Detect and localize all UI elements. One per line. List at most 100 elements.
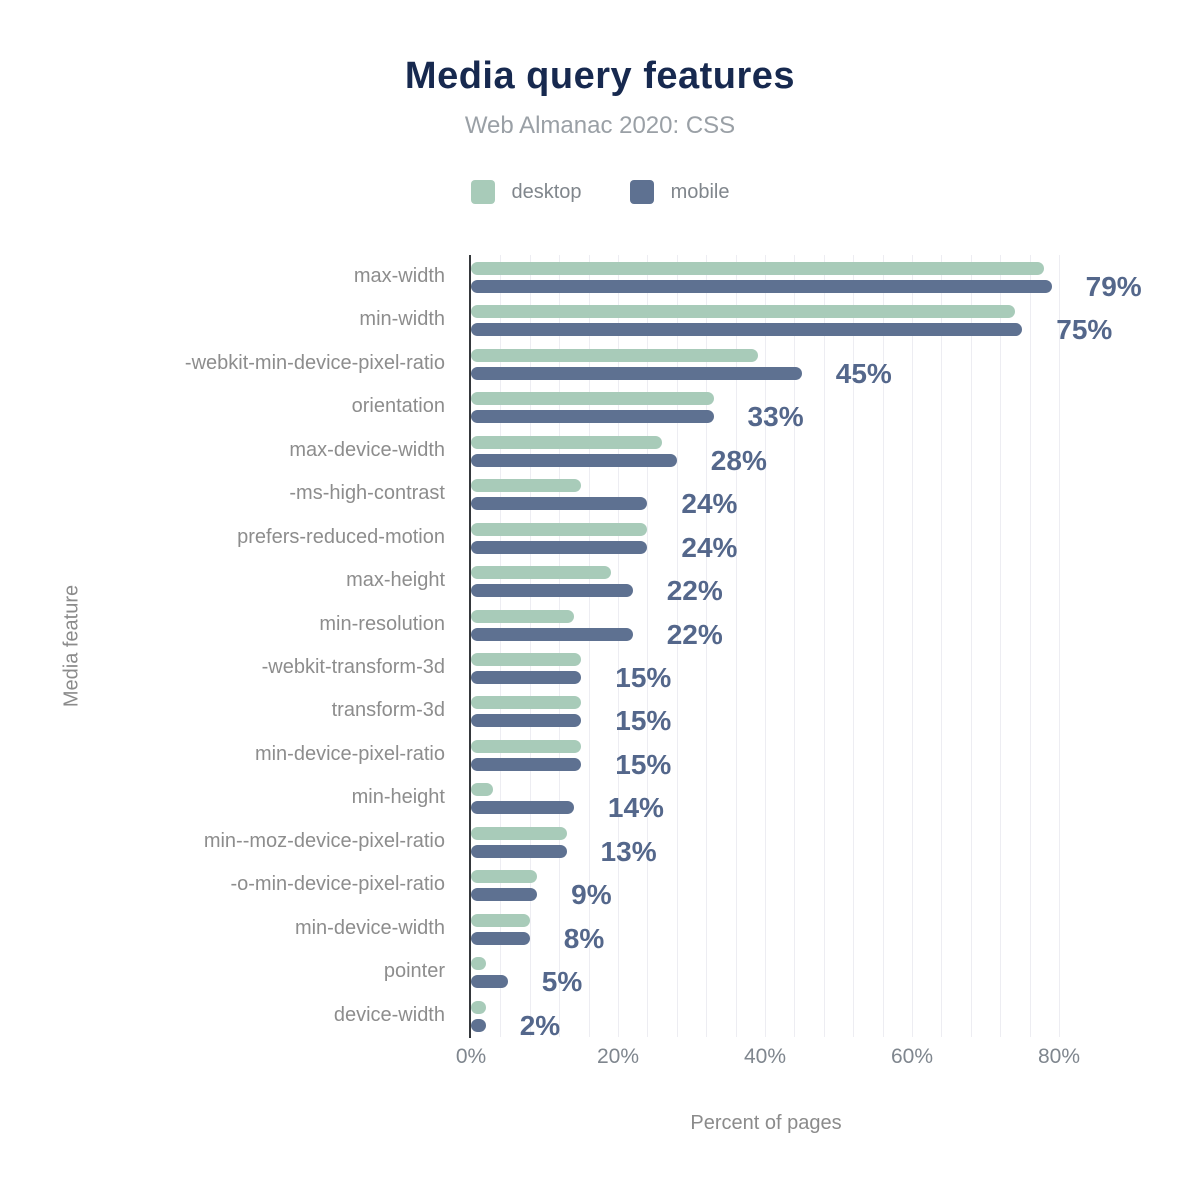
chart-row: 79% [471,255,1167,301]
category-label: -webkit-min-device-pixel-ratio [184,351,445,374]
bar-mobile [471,627,633,641]
bar-desktop [471,870,538,884]
gridline [706,255,708,1037]
category-label: max-width [353,265,445,287]
bar-mobile [471,671,582,684]
chart-row: 2% [471,994,1167,1041]
value-label: 15% [615,662,672,693]
value-label: 75% [1056,314,1113,346]
bar-mobile [471,888,538,902]
x-tick-label: 20% [596,1045,640,1068]
value-label: 8% [563,922,605,954]
chart-row: 15% [471,646,1167,693]
bar-desktop [471,392,714,406]
bar-mobile [471,931,530,945]
value-label: 24% [681,488,738,520]
category-label: min-device-width [294,916,445,939]
gridline [1059,255,1060,1037]
legend: desktop mobile [0,180,1200,204]
bar-mobile [471,1018,486,1032]
x-axis-title: Percent of pages [690,1112,842,1134]
bar-mobile [471,280,1052,293]
category-label: device-width [333,1003,445,1026]
gridline [882,255,884,1037]
chart-row: 15% [471,733,1167,780]
category-label: min-width [359,308,445,331]
legend-label-mobile: mobile [670,180,730,203]
bar-desktop [471,566,611,580]
chart-row: 45% [471,342,1167,389]
category-label: -o-min-device-pixel-ratio [230,873,445,896]
y-axis-line [469,255,471,1038]
bar-desktop [471,609,574,623]
category-label: prefers-reduced-motion [237,525,445,548]
legend-label-desktop: desktop [511,180,582,203]
value-label: 15% [615,705,672,737]
value-label: 22% [666,618,723,650]
value-label: 2% [519,1009,561,1041]
category-label: min--moz-device-pixel-ratio [203,829,445,852]
x-axis-ticks: 0% 20% 40% 60% 80% [456,1045,1167,1073]
bar-desktop [471,1000,486,1014]
gridline [618,255,619,1037]
category-label: pointer [383,960,445,983]
bar-desktop [471,826,567,840]
chart-row: 15% [471,689,1167,737]
bar-mobile [471,453,677,467]
bar-desktop [471,696,582,710]
bar-desktop [471,262,1045,275]
bar-mobile [471,410,714,424]
gridline [823,255,825,1037]
value-label: 24% [681,531,738,563]
category-label: orientation [351,395,445,418]
value-label: 14% [607,792,664,824]
bar-desktop [471,957,486,971]
legend-swatch-desktop-icon [470,180,495,204]
chart-row: 22% [471,603,1167,650]
chart-row: 24% [471,472,1167,520]
category-label: max-device-width [289,438,445,461]
bar-mobile [471,584,633,598]
legend-item-mobile: mobile [629,180,730,204]
value-label: 9% [571,879,612,911]
value-label: 15% [615,748,672,780]
bar-desktop [471,913,530,927]
plot-area: 79% 75% 45% 33% 28% 24% 24% 22% 22% 15% 15% 15% 14% 1… [471,255,1167,1041]
chart-row: 13% [471,820,1167,867]
chart-row: 22% [471,559,1167,605]
bar-desktop [471,653,582,666]
value-label: 13% [600,835,657,867]
category-label: transform-3d [331,699,445,722]
chart-row: 14% [471,776,1167,824]
bar-desktop [471,479,582,493]
chart-row: 8% [471,907,1167,954]
category-label: min-resolution [319,612,445,635]
chart-subtitle: Web Almanac 2020: CSS [464,112,736,139]
value-label: 5% [541,966,583,998]
category-label: max-height [346,569,445,592]
gridline [765,255,766,1037]
gridline [941,255,943,1037]
bar-mobile [471,323,1023,337]
gridline [970,255,972,1037]
x-tick-label: 80% [1037,1045,1081,1068]
category-label: -ms-high-contrast [289,482,445,505]
chart-row: 75% [471,298,1167,346]
gridline [559,255,561,1037]
gridline [500,255,502,1037]
value-label: 33% [747,401,804,433]
gridline [794,255,796,1037]
category-label: -webkit-transform-3d [261,656,445,678]
bar-mobile [471,975,508,989]
chart-title: Media query features [404,55,796,97]
chart-row: 5% [471,950,1167,998]
x-tick-label: 40% [743,1045,787,1068]
bar-desktop [471,348,758,362]
gridline [1000,255,1002,1037]
chart-row: 9% [471,863,1167,911]
chart-row: 33% [471,385,1167,433]
bar-mobile [471,714,582,728]
value-label: 45% [835,357,892,389]
bar-mobile [471,540,648,554]
